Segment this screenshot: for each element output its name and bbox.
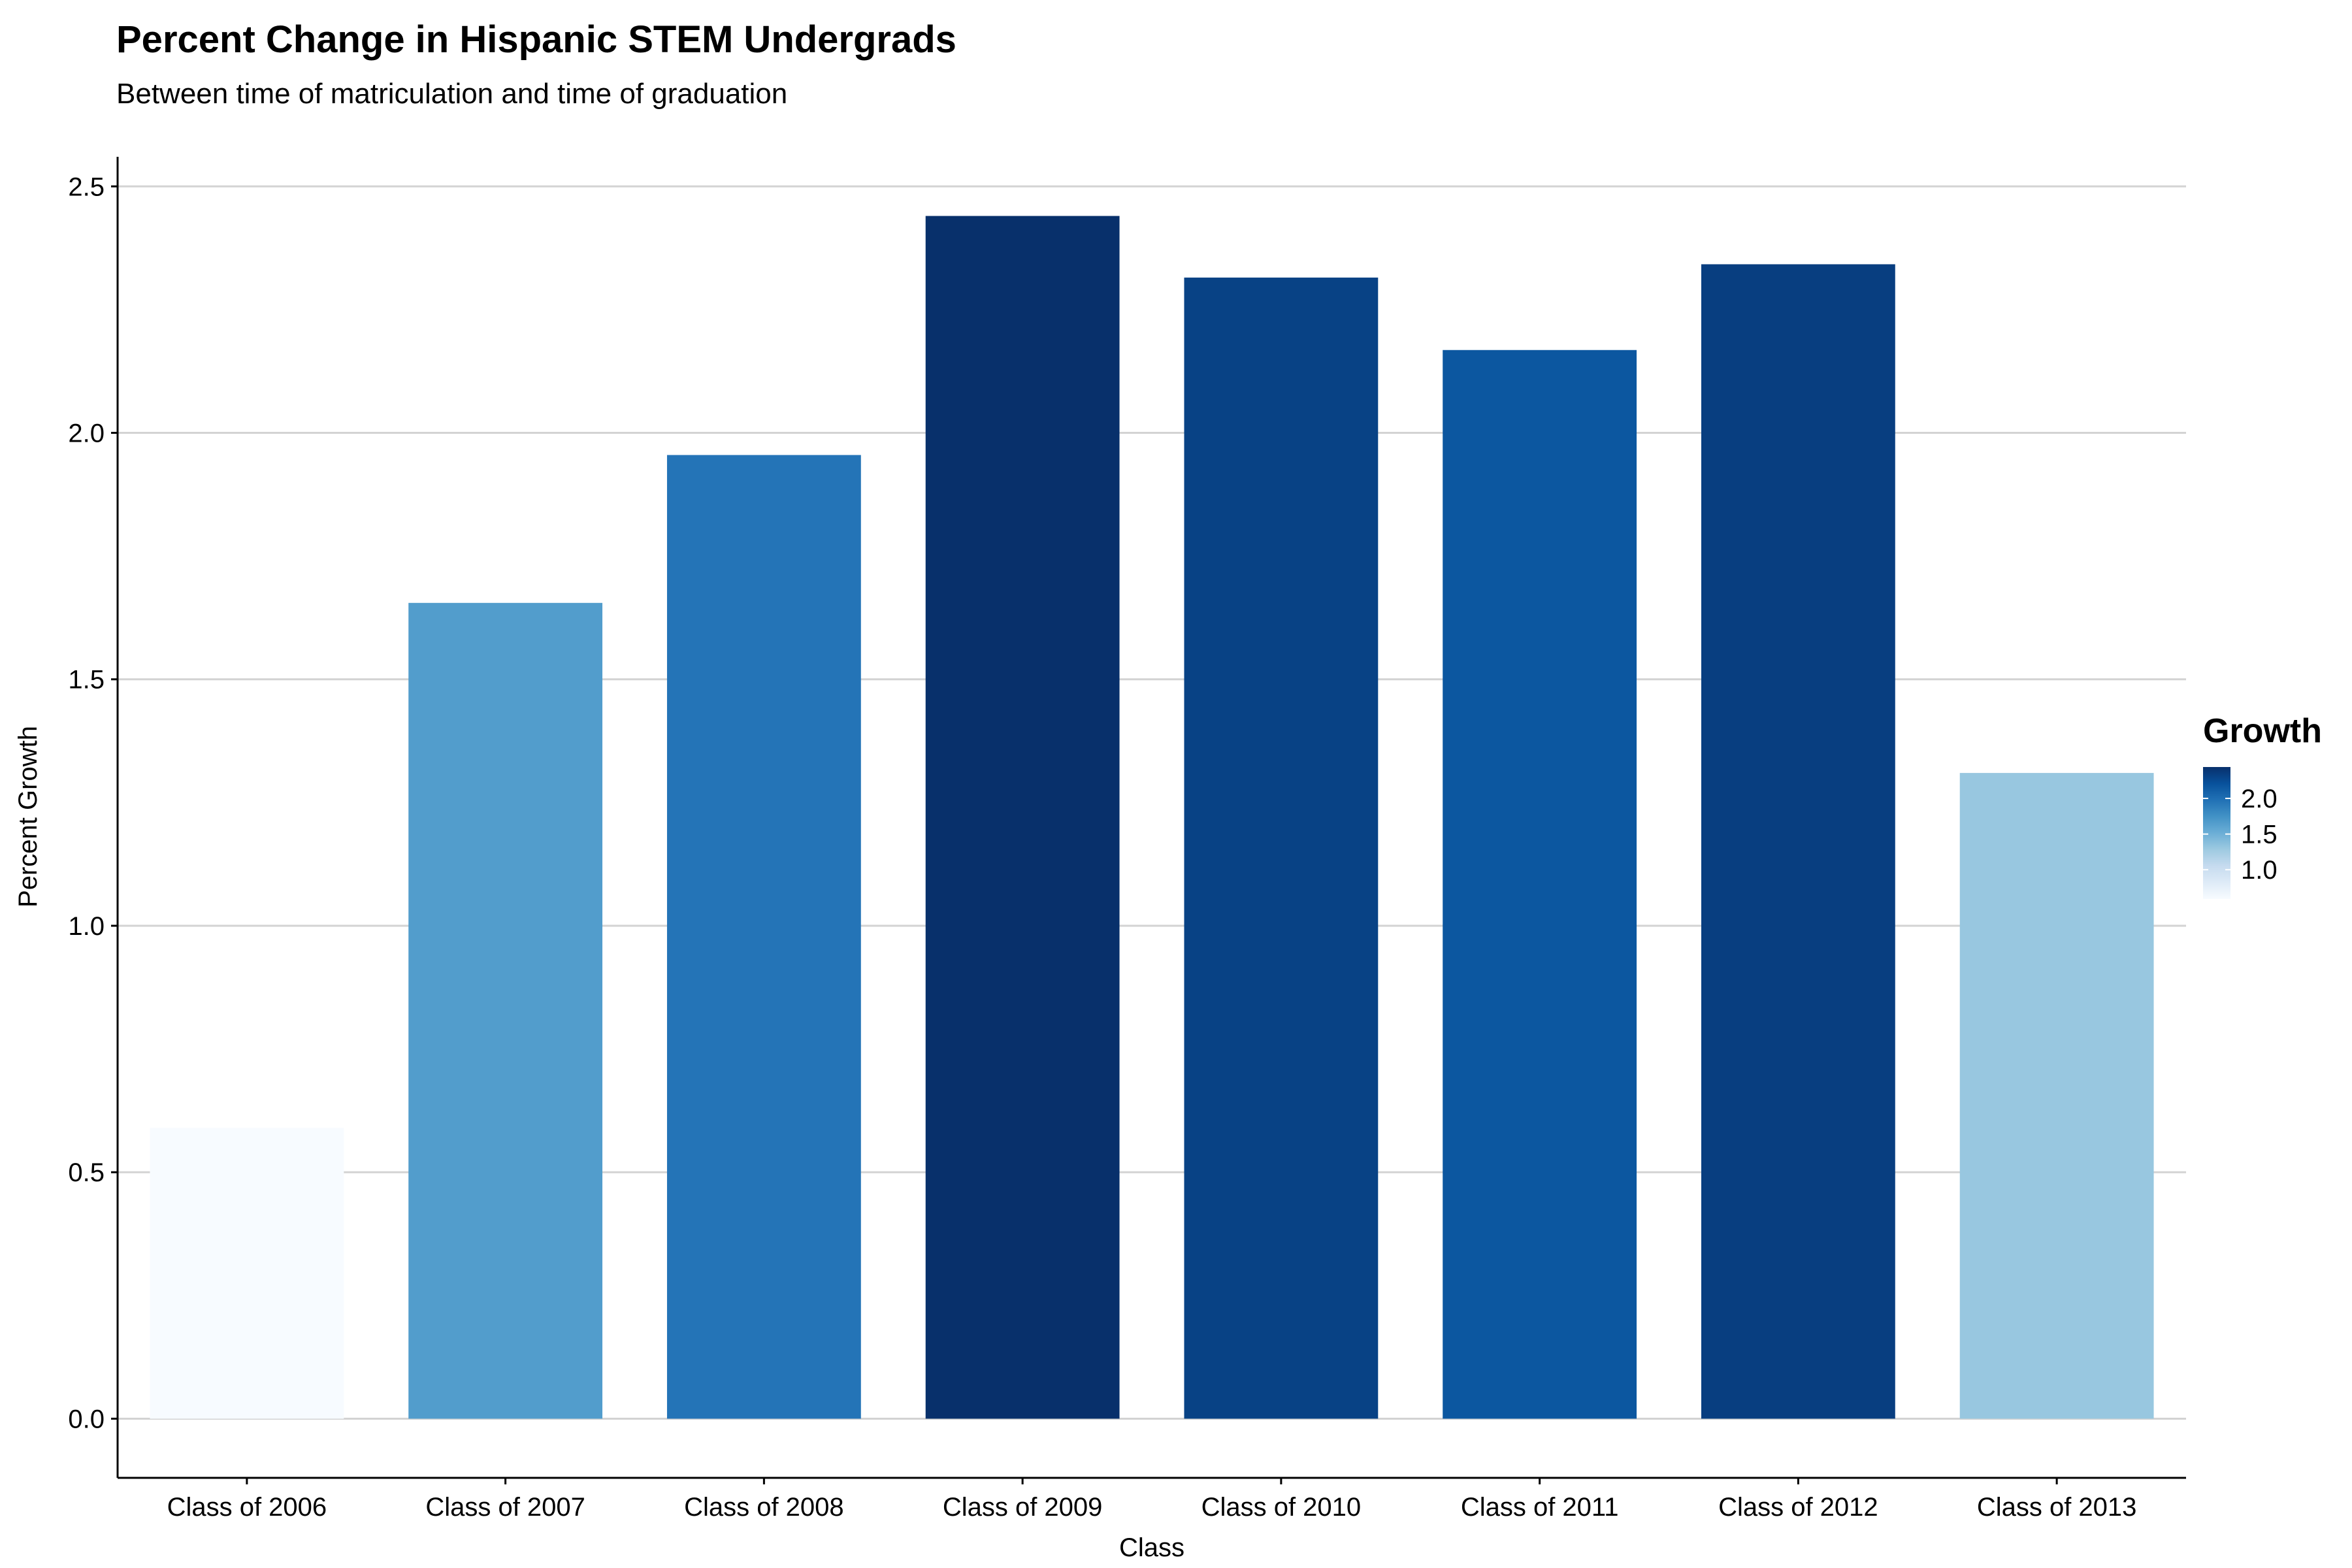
legend-tick-label: 2.0 (2241, 785, 2278, 813)
y-tick-label: 1.5 (68, 666, 105, 694)
legend: Growth 2.0 1.5 1.0 (2203, 712, 2322, 899)
y-tick-label: 2.5 (68, 172, 105, 201)
bar (666, 455, 861, 1419)
bar (1184, 277, 1379, 1419)
legend-title: Growth (2203, 712, 2322, 750)
x-tick-label: Class of 2013 (1977, 1493, 2137, 1522)
y-tick-label: 0.5 (68, 1158, 105, 1187)
x-axis-title: Class (1119, 1533, 1184, 1562)
legend-colorbar (2203, 767, 2230, 899)
bar (925, 216, 1120, 1419)
x-tick-label: Class of 2012 (1718, 1493, 1878, 1522)
chart-title: Percent Change in Hispanic STEM Undergra… (116, 18, 956, 61)
y-tick-label: 2.0 (68, 419, 105, 448)
y-tick-label: 0.0 (68, 1405, 105, 1433)
x-tick-label: Class of 2011 (1461, 1493, 1619, 1522)
legend-ticks: 2.0 1.5 1.0 (2203, 785, 2278, 885)
x-tick-label: Class of 2008 (684, 1493, 844, 1522)
bars (150, 216, 2154, 1419)
bar (1959, 773, 2154, 1419)
bar (408, 602, 603, 1419)
y-tick-label: 1.0 (68, 912, 105, 941)
bar (1701, 264, 1895, 1419)
x-tick-label: Class of 2007 (425, 1493, 585, 1522)
bar (150, 1128, 344, 1419)
chart-subtitle: Between time of matriculation and time o… (116, 78, 787, 110)
bar (1443, 350, 1637, 1419)
y-ticks: 0.0 0.5 1.0 1.5 2.0 2.5 (68, 172, 118, 1433)
legend-tick-label: 1.0 (2241, 856, 2278, 885)
x-tick-label: Class of 2006 (167, 1493, 327, 1522)
legend-tick-label: 1.5 (2241, 821, 2278, 849)
axes (116, 157, 2186, 1479)
y-axis-title: Percent Growth (14, 726, 42, 907)
x-tick-label: Class of 2010 (1201, 1493, 1362, 1522)
x-tick-label: Class of 2009 (943, 1493, 1103, 1522)
x-ticks: Class of 2006 Class of 2007 Class of 2008 C… (167, 1478, 2137, 1522)
